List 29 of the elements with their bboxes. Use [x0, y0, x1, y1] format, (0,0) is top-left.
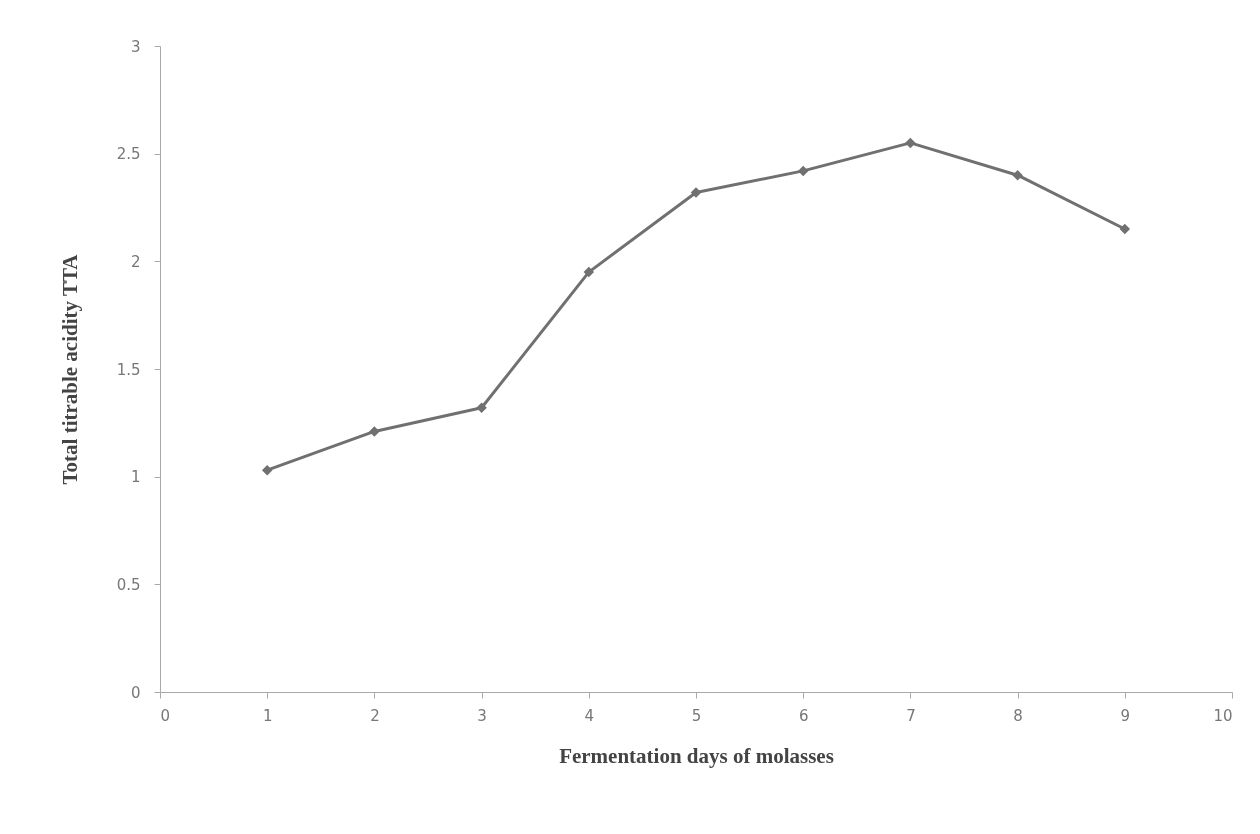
x-tick-label: 4 [584, 706, 595, 725]
x-tick-label: 0 [160, 706, 171, 725]
x-tick-label: 8 [1013, 706, 1023, 725]
x-tick-label: 6 [798, 706, 809, 725]
x-axis-title: Fermentation days of molasses [559, 743, 834, 768]
y-tick-label: 1 [130, 468, 141, 487]
point [690, 187, 702, 198]
y-axis-title: Total titrable acidity TTA [57, 253, 82, 485]
point [905, 137, 916, 149]
x-tick-label: 2 [370, 706, 380, 725]
x-tick-label: 1 [262, 706, 273, 725]
point [1119, 223, 1131, 235]
point [583, 266, 595, 278]
y-tick-label: 1.5 [116, 360, 141, 379]
y-tick-label: 2 [130, 252, 141, 271]
y-tick-label: 0 [130, 683, 141, 702]
x-tick-label: 7 [906, 706, 916, 725]
y-tick-label: 3 [130, 37, 141, 56]
y-tick-label: 2.5 [116, 145, 141, 164]
x-tick-label: 10 [1213, 706, 1233, 725]
point [261, 464, 273, 476]
point [797, 165, 809, 177]
x-tick-label: 9 [1120, 706, 1131, 725]
x-tick-label: 3 [477, 706, 487, 725]
point [1012, 169, 1023, 181]
y-tick-label: 0.5 [116, 575, 141, 594]
point [476, 402, 487, 413]
point [369, 426, 380, 437]
x-tick-label: 5 [691, 706, 702, 725]
